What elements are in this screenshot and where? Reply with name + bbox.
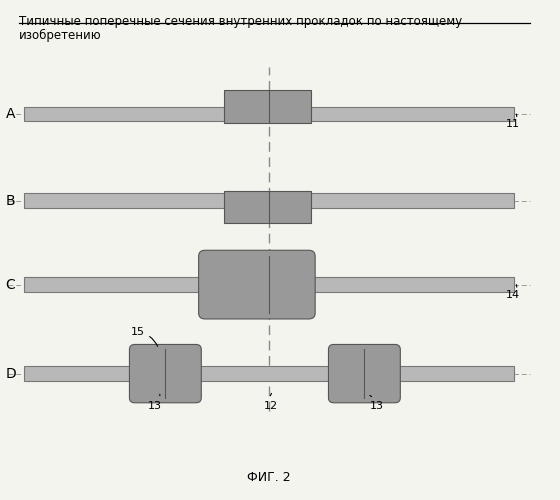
FancyBboxPatch shape: [199, 250, 315, 319]
Text: изобретению: изобретению: [18, 28, 101, 42]
Text: 11: 11: [506, 114, 520, 130]
FancyBboxPatch shape: [329, 344, 400, 403]
Bar: [223, 191, 311, 224]
Text: 13: 13: [370, 396, 384, 411]
Bar: [24, 366, 514, 381]
Text: C: C: [6, 278, 15, 291]
Text: 14: 14: [506, 284, 520, 300]
Text: Типичные поперечные сечения внутренних прокладок по настоящему: Типичные поперечные сечения внутренних п…: [18, 15, 462, 28]
Text: ФИГ. 2: ФИГ. 2: [247, 471, 291, 484]
Bar: [24, 193, 514, 208]
FancyBboxPatch shape: [129, 344, 201, 403]
Text: A: A: [6, 107, 15, 121]
Text: 12: 12: [264, 394, 278, 411]
Bar: [223, 90, 311, 124]
Text: 13: 13: [147, 394, 161, 411]
Bar: [24, 277, 514, 292]
Bar: [24, 106, 514, 122]
Text: 15: 15: [130, 327, 157, 346]
Text: B: B: [6, 194, 15, 207]
Text: D: D: [6, 366, 16, 380]
